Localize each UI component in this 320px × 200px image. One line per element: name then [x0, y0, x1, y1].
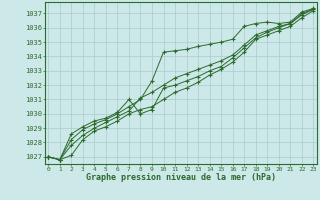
X-axis label: Graphe pression niveau de la mer (hPa): Graphe pression niveau de la mer (hPa) [86, 173, 276, 182]
